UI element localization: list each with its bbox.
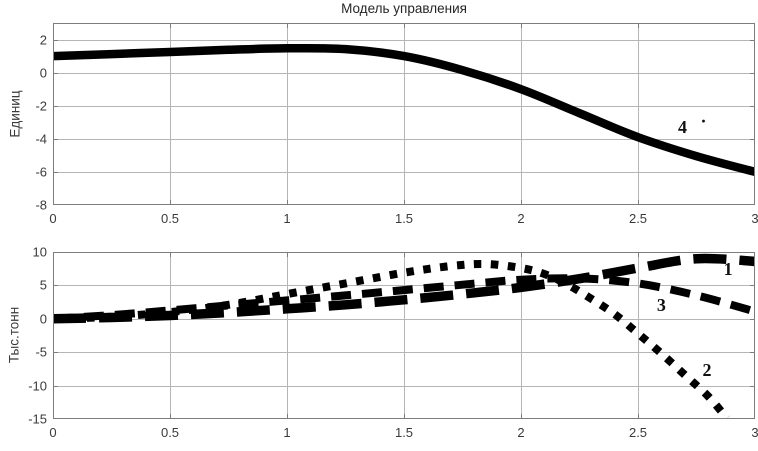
subplot-2-canvas xyxy=(53,252,755,419)
plot-border xyxy=(53,252,755,419)
x-tick-label: 1.5 xyxy=(394,425,414,440)
x-tick-label: 0.5 xyxy=(160,425,180,440)
x-tick-label: 0.5 xyxy=(160,211,180,226)
figure-title: Модель управления xyxy=(341,1,467,16)
grid-lines xyxy=(53,252,755,419)
series-label-4: 4 xyxy=(677,117,687,138)
series-1-line xyxy=(53,253,755,324)
y-tick-label: -5 xyxy=(35,344,47,360)
x-tick-label: 2.5 xyxy=(628,425,648,440)
x-tick-label: 2.5 xyxy=(628,211,648,226)
series-label-·: · xyxy=(700,110,707,131)
x-tick-label: 3 xyxy=(751,211,758,226)
y-tick-label: -2 xyxy=(35,98,47,114)
y-tick-label: 10 xyxy=(32,244,47,260)
subplot-2-ylabel: Тыс.тонн xyxy=(6,306,22,364)
x-tick-label: 1 xyxy=(283,425,291,440)
y-tick-label: -10 xyxy=(28,378,47,394)
y-tick-label: 2 xyxy=(39,32,47,48)
x-tick-label: 3 xyxy=(751,425,758,440)
y-tick-label: -4 xyxy=(35,131,47,147)
y-tick-label: 0 xyxy=(39,65,47,81)
subplot-1-ylabel: Единиц xyxy=(7,90,23,138)
x-tick-label: 2 xyxy=(517,425,525,440)
y-tick-label: -15 xyxy=(28,411,47,427)
x-tick-label: 0 xyxy=(49,425,57,440)
series-3-line xyxy=(53,274,755,323)
x-tick-label: 0 xyxy=(49,211,57,226)
series-label-2: 2 xyxy=(702,360,712,381)
y-tick-label: -6 xyxy=(35,164,47,180)
y-tick-label: 5 xyxy=(39,277,47,293)
x-tick-label: 1 xyxy=(283,211,291,226)
x-tick-label: 1.5 xyxy=(394,211,414,226)
series-2-line xyxy=(53,259,730,419)
series-label-3: 3 xyxy=(656,295,666,316)
series-4-line xyxy=(53,43,755,177)
subplot-1-canvas xyxy=(53,23,755,205)
plot-border xyxy=(53,23,755,205)
series-label-1: 1 xyxy=(723,259,733,280)
y-tick-label: 0 xyxy=(39,311,47,327)
y-tick-label: -8 xyxy=(35,197,47,213)
x-tick-label: 2 xyxy=(517,211,525,226)
